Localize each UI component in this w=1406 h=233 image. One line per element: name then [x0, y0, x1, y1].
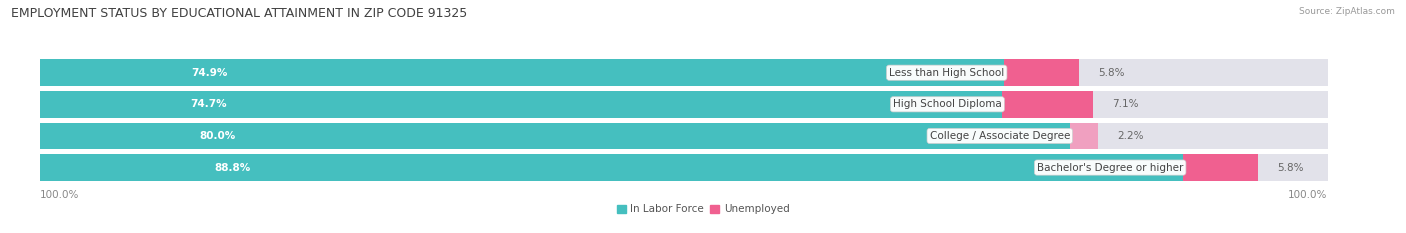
Bar	[39, 123, 1070, 149]
Bar	[39, 154, 1327, 181]
Text: 80.0%: 80.0%	[200, 131, 236, 141]
Text: 100.0%: 100.0%	[1288, 190, 1327, 200]
Text: High School Diploma: High School Diploma	[893, 99, 1001, 109]
Text: 7.1%: 7.1%	[1112, 99, 1139, 109]
Text: EMPLOYMENT STATUS BY EDUCATIONAL ATTAINMENT IN ZIP CODE 91325: EMPLOYMENT STATUS BY EDUCATIONAL ATTAINM…	[11, 7, 468, 20]
Text: Bachelor's Degree or higher: Bachelor's Degree or higher	[1038, 163, 1184, 173]
Text: 74.7%: 74.7%	[191, 99, 228, 109]
Text: Source: ZipAtlas.com: Source: ZipAtlas.com	[1299, 7, 1395, 16]
Bar	[39, 91, 1001, 118]
Text: 88.8%: 88.8%	[214, 163, 250, 173]
Text: 2.2%: 2.2%	[1118, 131, 1144, 141]
Bar	[39, 59, 1327, 86]
Text: 100.0%: 100.0%	[39, 190, 79, 200]
Legend: In Labor Force, Unemployed: In Labor Force, Unemployed	[613, 200, 793, 219]
Bar	[39, 91, 1327, 118]
Bar	[1001, 91, 1094, 118]
Bar	[39, 154, 1184, 181]
Text: College / Associate Degree: College / Associate Degree	[929, 131, 1070, 141]
Text: 5.8%: 5.8%	[1098, 68, 1125, 78]
Text: 5.8%: 5.8%	[1277, 163, 1303, 173]
Bar	[1184, 154, 1258, 181]
Bar	[1004, 59, 1078, 86]
Bar	[39, 59, 1004, 86]
Bar	[1070, 123, 1098, 149]
Text: Less than High School: Less than High School	[889, 68, 1004, 78]
Text: 74.9%: 74.9%	[191, 68, 228, 78]
Bar	[39, 123, 1327, 149]
